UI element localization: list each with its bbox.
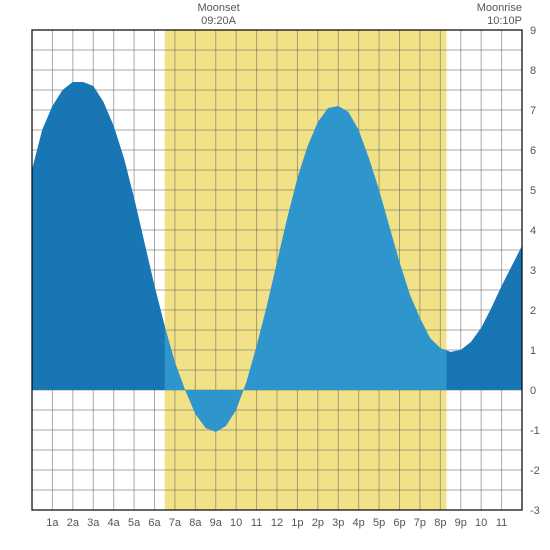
svg-text:4: 4 [530,225,536,237]
svg-text:6p: 6p [393,517,405,529]
svg-text:2p: 2p [312,517,324,529]
svg-text:0: 0 [530,385,536,397]
svg-text:7: 7 [530,105,536,117]
svg-text:7p: 7p [414,517,426,529]
svg-text:-2: -2 [530,465,540,477]
svg-text:6: 6 [530,145,536,157]
tide-chart: -3-2-101234567891a2a3a4a5a6a7a8a9a101112… [0,0,550,550]
moonset-label: Moonset 09:20A [197,2,239,28]
moonrise-title: Moonrise [477,2,522,15]
svg-text:1: 1 [530,345,536,357]
svg-text:5p: 5p [373,517,385,529]
moonset-time: 09:20A [197,15,239,28]
svg-text:9: 9 [530,25,536,37]
svg-text:10: 10 [475,517,487,529]
moonset-title: Moonset [197,2,239,15]
svg-text:1a: 1a [46,517,59,529]
svg-text:-3: -3 [530,505,540,517]
chart-canvas: -3-2-101234567891a2a3a4a5a6a7a8a9a101112… [0,0,550,550]
svg-text:3: 3 [530,265,536,277]
svg-text:5: 5 [530,185,536,197]
svg-text:8: 8 [530,65,536,77]
svg-text:1p: 1p [291,517,303,529]
svg-text:9a: 9a [210,517,223,529]
svg-text:5a: 5a [128,517,141,529]
svg-text:8a: 8a [189,517,202,529]
svg-text:12: 12 [271,517,283,529]
svg-text:3a: 3a [87,517,100,529]
svg-text:2a: 2a [67,517,80,529]
svg-text:8p: 8p [434,517,446,529]
svg-text:11: 11 [496,517,507,529]
svg-text:11: 11 [251,517,262,529]
svg-text:6a: 6a [148,517,161,529]
svg-text:3p: 3p [332,517,344,529]
svg-text:9p: 9p [455,517,467,529]
svg-text:2: 2 [530,305,536,317]
svg-text:-1: -1 [530,425,540,437]
svg-text:4p: 4p [353,517,365,529]
svg-text:7a: 7a [169,517,182,529]
moonrise-label: Moonrise 10:10P [477,2,522,28]
moonrise-time: 10:10P [477,15,522,28]
svg-text:4a: 4a [108,517,121,529]
svg-text:10: 10 [230,517,242,529]
